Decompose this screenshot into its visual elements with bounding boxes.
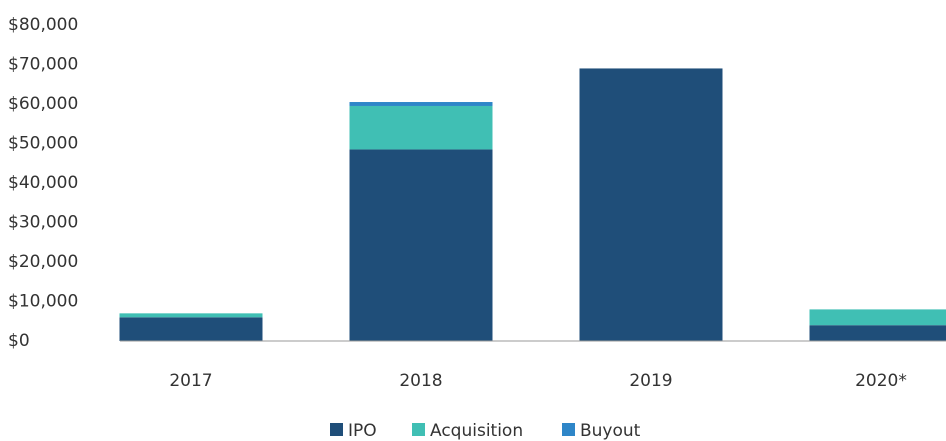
legend-label: Buyout <box>580 421 641 441</box>
bar-segment <box>809 325 946 341</box>
y-tick-label: $70,000 <box>8 55 78 75</box>
y-tick-label: $50,000 <box>8 134 78 154</box>
bar-segment <box>579 68 723 341</box>
y-tick-label: $30,000 <box>8 213 78 233</box>
bar-segment <box>349 105 493 150</box>
bar-segment <box>809 309 946 326</box>
x-tick-label: 2020* <box>855 371 907 391</box>
bar-segment <box>119 317 263 341</box>
legend-swatch <box>562 423 575 436</box>
bar-segment <box>349 102 493 106</box>
bar-segment <box>119 313 263 318</box>
y-tick-label: $40,000 <box>8 173 78 193</box>
x-tick-label: 2018 <box>399 371 442 391</box>
y-tick-label: $20,000 <box>8 252 78 272</box>
legend-swatch <box>330 423 343 436</box>
y-tick-label: $80,000 <box>8 15 78 35</box>
legend-label: IPO <box>348 421 377 441</box>
y-tick-label: $0 <box>8 331 30 351</box>
legend-swatch <box>412 423 425 436</box>
y-tick-label: $10,000 <box>8 292 78 312</box>
x-tick-label: 2017 <box>169 371 212 391</box>
y-tick-label: $60,000 <box>8 94 78 114</box>
legend-label: Acquisition <box>430 421 523 441</box>
x-tick-label: 2019 <box>629 371 672 391</box>
bar-segment <box>349 149 493 341</box>
